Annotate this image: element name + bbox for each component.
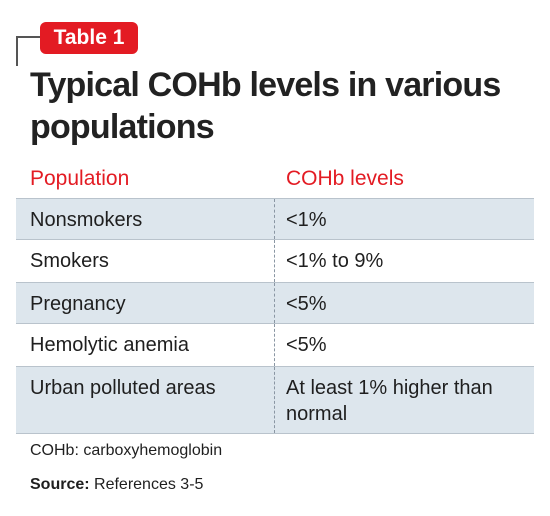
source-line: Source: References 3-5 (30, 476, 203, 494)
population-cell: Pregnancy (30, 293, 126, 315)
column-divider (274, 367, 275, 433)
table-header-row: Population COHb levels (16, 157, 534, 198)
cohb-level-cell: <5% (286, 334, 327, 356)
column-divider (274, 324, 275, 366)
column-divider (274, 199, 275, 239)
population-cell: Nonsmokers (30, 209, 143, 231)
table-title: Typical COHb levels in various populatio… (30, 66, 501, 146)
population-cell: Smokers (30, 250, 109, 272)
table-row: Pregnancy <5% (16, 282, 534, 323)
source-text: References 3-5 (94, 476, 204, 493)
header-population: Population (30, 167, 130, 190)
cohb-level-cell: At least 1% higher than normal (286, 377, 493, 425)
population-cell: Hemolytic anemia (30, 334, 189, 356)
corner-bracket-vertical (16, 36, 18, 66)
abbreviation-footnote: COHb: carboxyhemoglobin (30, 442, 223, 459)
table-number-badge: Table 1 (40, 22, 138, 54)
table-row: Smokers <1% to 9% (16, 239, 534, 282)
corner-bracket-horizontal (16, 36, 42, 38)
cohb-level-cell: <5% (286, 293, 327, 315)
table-row: Urban polluted areas At least 1% higher … (16, 366, 534, 433)
population-cell: Urban polluted areas (30, 377, 216, 399)
cohb-level-cell: <1% (286, 209, 327, 231)
source-label: Source: (30, 476, 90, 493)
column-divider (274, 240, 275, 282)
cohb-level-cell: <1% to 9% (286, 250, 384, 272)
column-divider (274, 283, 275, 323)
cohb-levels-table: Population COHb levels Nonsmokers <1% Sm… (16, 157, 534, 434)
table-row: Hemolytic anemia <5% (16, 323, 534, 366)
header-cohb-levels: COHb levels (286, 167, 404, 190)
table-bottom-rule (16, 433, 534, 434)
table-row: Nonsmokers <1% (16, 198, 534, 239)
